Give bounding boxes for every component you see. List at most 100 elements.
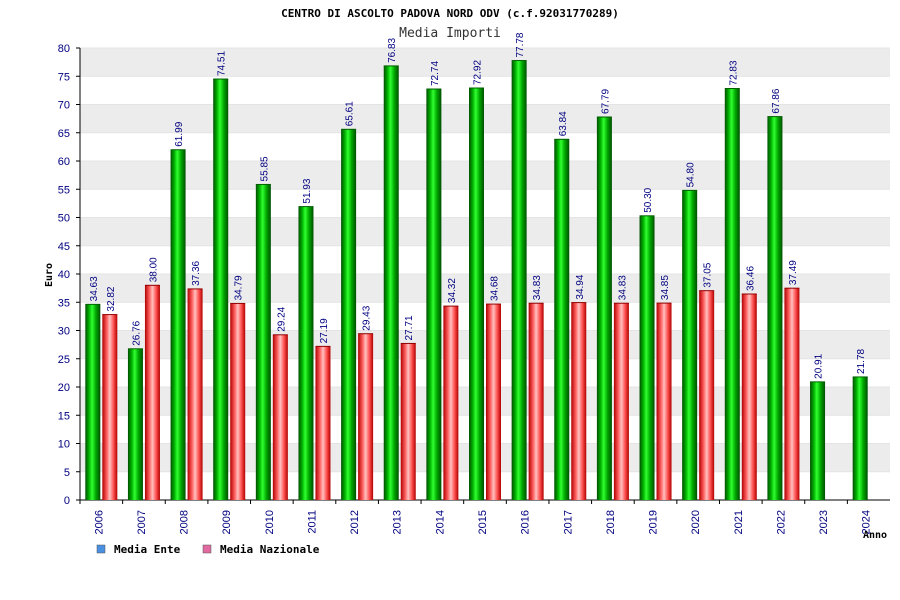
- x-tick-label: 2008: [179, 510, 191, 534]
- y-tick-label: 55: [58, 184, 70, 196]
- data-label-media-nazionale: 38.00: [148, 257, 159, 282]
- bar-media-ente: [767, 116, 783, 500]
- data-label-media-nazionale: 37.05: [703, 262, 714, 287]
- y-tick-label: 65: [58, 128, 70, 140]
- bar-media-ente: [85, 304, 101, 500]
- bar-media-nazionale: [230, 303, 246, 500]
- data-label-media-ente: 63.84: [558, 111, 569, 136]
- x-tick-label: 2014: [434, 510, 446, 534]
- data-label-media-ente: 54.80: [686, 162, 697, 187]
- x-tick-label: 2023: [818, 510, 830, 534]
- data-label-media-nazionale: 29.24: [276, 306, 287, 331]
- data-label-media-ente: 77.78: [515, 32, 526, 57]
- data-label-media-ente: 34.63: [89, 276, 100, 301]
- data-label-media-ente: 61.99: [174, 121, 185, 146]
- y-tick-label: 5: [64, 467, 70, 479]
- data-label-media-ente: 20.91: [814, 353, 825, 378]
- data-labels: 34.63 32.82 26.76 38.00 61.99 37.36 74.51 34.79…: [89, 32, 867, 379]
- data-label-media-ente: 26.76: [131, 320, 142, 345]
- legend-label-media-nazionale: Media Nazionale: [220, 543, 320, 556]
- y-tick-label: 20: [58, 382, 70, 394]
- data-label-media-nazionale: 27.19: [319, 318, 330, 343]
- x-tick-label: 2019: [648, 510, 660, 534]
- bar-media-nazionale: [400, 343, 416, 500]
- data-label-media-nazionale: 27.71: [404, 315, 415, 340]
- y-tick-label: 70: [58, 100, 70, 112]
- legend: Media Ente Media Nazionale: [96, 543, 320, 556]
- bar-media-ente: [255, 184, 271, 500]
- data-label-media-nazionale: 34.85: [660, 275, 671, 300]
- x-tick-label: 2015: [477, 510, 489, 534]
- bar-media-nazionale: [315, 346, 331, 500]
- x-tick-label: 2016: [520, 510, 532, 534]
- data-label-media-ente: 72.83: [728, 60, 739, 85]
- bar-media-ente: [469, 88, 484, 500]
- bar-media-ente: [810, 381, 826, 500]
- x-tick-label: 2013: [392, 510, 404, 534]
- bar-media-nazionale: [741, 294, 757, 500]
- x-axis-label: Anno: [863, 530, 887, 541]
- data-label-media-nazionale: 34.83: [532, 275, 543, 300]
- bar-media-ente: [383, 65, 399, 501]
- x-tick-label: 2024: [861, 510, 873, 534]
- bar-media-nazionale: [102, 314, 118, 500]
- x-tick-label: 2011: [306, 510, 318, 534]
- bar-media-nazionale: [656, 303, 672, 500]
- bar-media-nazionale: [272, 334, 288, 500]
- legend-swatch-media-ente: [96, 544, 106, 554]
- x-tick-label: 2022: [775, 510, 787, 534]
- data-label-media-nazionale: 34.32: [447, 278, 458, 303]
- x-tick-label: 2006: [93, 510, 105, 534]
- bar-media-nazionale: [144, 285, 160, 500]
- bar-media-ente: [724, 88, 740, 500]
- data-label-media-ente: 67.86: [771, 88, 782, 113]
- bar-media-nazionale: [784, 288, 800, 500]
- y-tick-label: 35: [58, 297, 70, 309]
- bar-media-nazionale: [486, 304, 501, 500]
- data-label-media-nazionale: 34.94: [575, 274, 586, 299]
- data-label-media-ente: 21.78: [856, 348, 867, 373]
- x-tick-label: 2017: [562, 510, 574, 534]
- data-label-media-nazionale: 34.68: [490, 276, 501, 301]
- bar-media-nazionale: [443, 306, 459, 500]
- bar-media-nazionale: [528, 303, 544, 500]
- y-axis-label: Euro: [44, 263, 55, 287]
- bars: [85, 60, 868, 501]
- y-tick-label: 60: [58, 156, 70, 168]
- data-label-media-nazionale: 34.79: [234, 275, 245, 300]
- y-tick-label: 75: [58, 71, 70, 83]
- bar-media-ente: [213, 79, 229, 501]
- y-tick-label: 30: [58, 326, 70, 338]
- data-label-media-nazionale: 37.49: [788, 260, 799, 285]
- y-tick-label: 40: [58, 269, 70, 281]
- data-label-media-ente: 51.93: [302, 178, 313, 203]
- bar-media-ente: [852, 376, 868, 500]
- data-label-media-nazionale: 36.46: [745, 266, 756, 291]
- chart-subtitle: Media Importi: [399, 26, 501, 41]
- bar-media-ente: [170, 149, 186, 500]
- y-tick-label: 15: [58, 410, 70, 422]
- bar-media-ente: [554, 139, 570, 500]
- y-tick-label: 45: [58, 241, 70, 253]
- x-tick-label: 2012: [349, 510, 361, 534]
- y-tick-label: 50: [58, 213, 70, 225]
- legend-label-media-ente: Media Ente: [114, 543, 181, 556]
- bar-media-ente: [639, 215, 655, 500]
- data-label-media-ente: 67.79: [600, 89, 611, 114]
- data-label-media-nazionale: 29.43: [362, 305, 373, 330]
- x-tick-label: 2009: [221, 510, 233, 534]
- bar-media-ente: [426, 89, 442, 501]
- y-tick-label: 10: [58, 439, 70, 451]
- bar-media-ente: [341, 129, 357, 500]
- data-label-media-nazionale: 37.36: [191, 260, 202, 285]
- bar-media-nazionale: [613, 303, 629, 500]
- axes: 0 5 10 15 20 25 30 35 40 45 50 55 60 65 70 75 80 2006 2007…: [58, 43, 890, 534]
- data-label-media-ente: 50.30: [643, 187, 654, 212]
- data-label-media-ente: 55.85: [259, 156, 270, 181]
- data-label-media-ente: 72.92: [473, 60, 484, 85]
- data-label-media-nazionale: 34.83: [617, 275, 628, 300]
- data-label-media-ente: 76.83: [387, 37, 398, 62]
- x-tick-label: 2018: [605, 510, 617, 534]
- bar-media-ente: [596, 116, 612, 500]
